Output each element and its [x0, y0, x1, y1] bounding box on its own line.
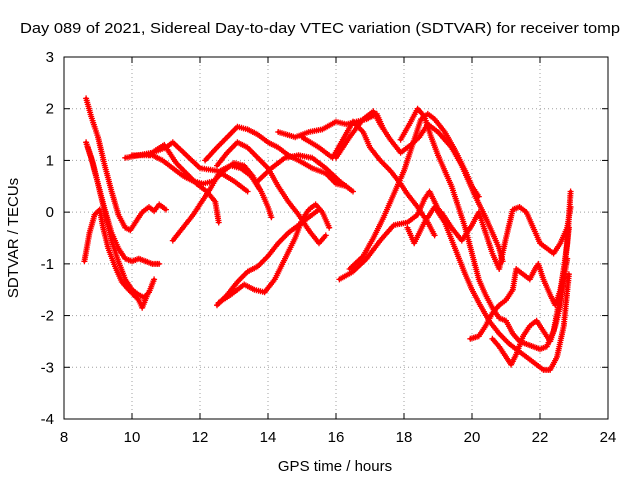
data-point — [567, 204, 574, 210]
series-track-17 — [336, 188, 443, 283]
data-point — [134, 295, 141, 302]
data-point — [350, 188, 356, 195]
series-track-08 — [169, 162, 275, 244]
series-track-19 — [397, 105, 574, 353]
y-tick-label: 2 — [46, 101, 54, 118]
data-point — [268, 214, 275, 221]
x-tick-label: 10 — [124, 429, 141, 446]
series-track-12 — [215, 201, 333, 306]
series-track-07 — [146, 141, 222, 226]
data-point — [215, 219, 222, 226]
x-tick-label: 14 — [260, 429, 277, 446]
y-axis-label: SDTVAR / TECUs — [5, 178, 22, 298]
y-tick-label: -3 — [41, 359, 54, 376]
data-point — [163, 206, 169, 213]
data-point — [144, 291, 151, 298]
series-track-21 — [438, 204, 574, 272]
series-track-18 — [346, 110, 482, 272]
x-tick-label: 24 — [600, 429, 617, 446]
data-point — [156, 260, 163, 267]
series-track-04 — [81, 206, 151, 311]
series-track-13 — [254, 152, 356, 195]
y-tick-label: -4 — [41, 411, 54, 428]
data-point — [326, 224, 333, 231]
data-point — [431, 232, 438, 239]
data-point — [244, 188, 251, 195]
grid-lines — [64, 57, 608, 419]
chart-title: Day 089 of 2021, Sidereal Day-to-day VTE… — [20, 20, 620, 37]
data-points — [81, 95, 574, 373]
x-tick-label: 20 — [464, 429, 481, 446]
y-tick-label: -1 — [41, 256, 54, 273]
x-tick-label: 8 — [60, 429, 68, 446]
y-tick-label: 1 — [46, 152, 54, 169]
data-point — [151, 276, 158, 283]
data-point — [565, 224, 572, 231]
series-track-09 — [202, 123, 350, 190]
x-axis-label: GPS time / hours — [278, 458, 392, 475]
data-point — [564, 255, 571, 262]
series-track-01 — [83, 95, 169, 234]
data-point — [565, 271, 572, 278]
data-point — [567, 188, 574, 195]
data-point — [322, 232, 329, 239]
x-tick-label: 18 — [396, 429, 413, 446]
y-tick-label: 3 — [46, 49, 54, 66]
series-track-10 — [214, 139, 329, 247]
y-tick-label: -2 — [41, 308, 54, 325]
x-tick-label: 16 — [328, 429, 345, 446]
x-tick-label: 22 — [532, 429, 549, 446]
series-track-23 — [489, 255, 571, 368]
series-track-16 — [333, 108, 506, 265]
data-point — [475, 193, 482, 200]
y-tick-label: 0 — [46, 204, 54, 221]
x-tick-label: 12 — [192, 429, 209, 446]
